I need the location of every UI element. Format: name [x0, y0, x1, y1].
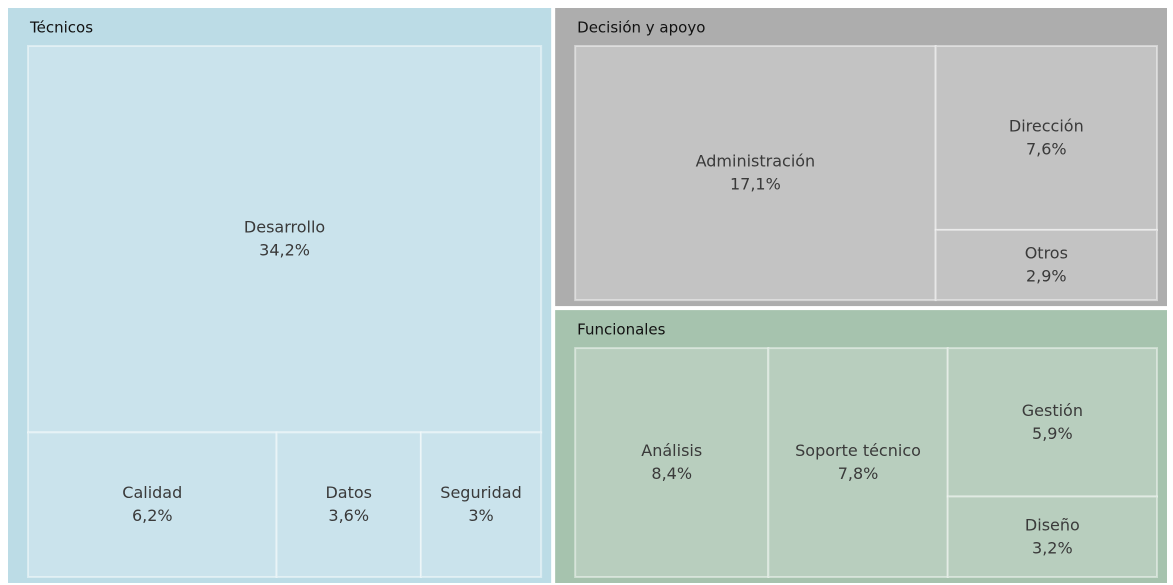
- tile-label: Calidad: [122, 483, 182, 502]
- tile-value: 3,6%: [328, 506, 369, 525]
- tile-label: Diseño: [1025, 515, 1080, 534]
- tile: [934, 45, 1158, 231]
- tile-value: 8,4%: [651, 464, 692, 483]
- tile-value: 3,2%: [1032, 538, 1073, 557]
- tile: [419, 431, 543, 578]
- tile-label: Desarrollo: [244, 218, 325, 237]
- tile: [934, 228, 1158, 302]
- tile-label: Dirección: [1009, 116, 1084, 135]
- tile-label: Soporte técnico: [795, 441, 921, 460]
- tile-value: 34,2%: [259, 241, 310, 260]
- tile: [574, 45, 937, 302]
- tile: [767, 347, 949, 578]
- tile: [27, 431, 278, 578]
- group-title: Funcionales: [577, 321, 666, 339]
- tile-value: 5,9%: [1032, 424, 1073, 443]
- tile: [27, 45, 543, 434]
- group-title: Técnicos: [29, 19, 93, 37]
- tile-value: 6,2%: [132, 506, 173, 525]
- tile-value: 7,8%: [838, 464, 879, 483]
- tile-label: Análisis: [641, 441, 702, 460]
- tile-label: Seguridad: [440, 483, 521, 502]
- tile-label: Datos: [325, 483, 372, 502]
- group-title: Decisión y apoyo: [577, 19, 705, 37]
- tile-value: 3%: [468, 506, 493, 525]
- tile-value: 17,1%: [730, 175, 781, 194]
- tile: [574, 347, 770, 578]
- tile-value: 7,6%: [1026, 139, 1067, 158]
- tile-label: Gestión: [1022, 401, 1083, 420]
- tile: [946, 347, 1159, 498]
- tile: [275, 431, 422, 578]
- tile: [946, 495, 1159, 579]
- tile-label: Otros: [1025, 243, 1068, 262]
- tile-value: 2,9%: [1026, 266, 1067, 285]
- tile-label: Administración: [696, 152, 816, 171]
